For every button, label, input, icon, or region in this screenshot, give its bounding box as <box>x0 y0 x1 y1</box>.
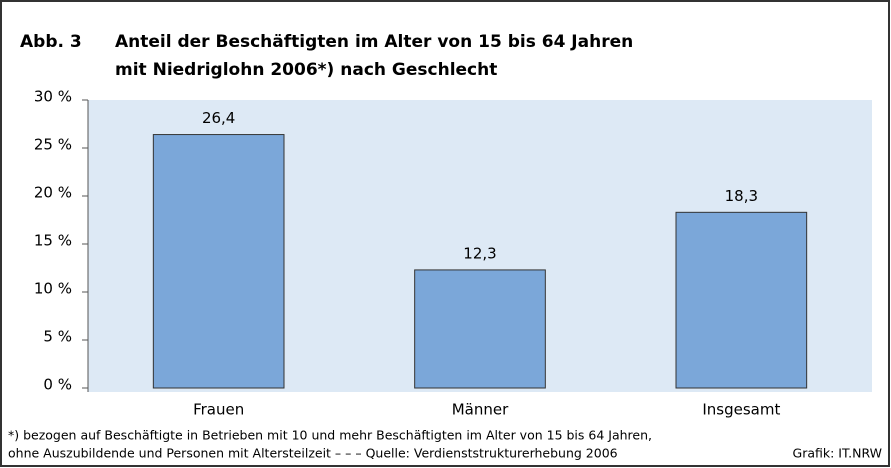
x-tick-label: Männer <box>452 401 509 419</box>
y-tick-label: 15 % <box>34 232 72 250</box>
bar <box>152 134 285 389</box>
y-tick-label: 20 % <box>34 184 72 202</box>
value-label: 26,4 <box>202 109 235 127</box>
y-tick-label: 30 % <box>34 88 72 106</box>
footnote: ohne Auszubildende und Personen mit Alte… <box>8 446 618 461</box>
value-label: 12,3 <box>463 244 496 262</box>
chart-title: mit Niedriglohn 2006*) nach Geschlecht <box>115 60 497 80</box>
x-tick-label: Insgesamt <box>702 401 780 419</box>
footnote: *) bezogen auf Beschäftigte in Betrieben… <box>8 428 652 443</box>
y-tick-label: 5 % <box>43 328 72 346</box>
value-label: 18,3 <box>725 187 758 205</box>
bar <box>414 269 546 389</box>
y-tick-label: 0 % <box>43 376 72 394</box>
figure-label: Abb. 3 <box>20 32 82 52</box>
y-tick-label: 10 % <box>34 280 72 298</box>
y-tick-label: 25 % <box>34 136 72 154</box>
bar <box>675 211 808 389</box>
x-tick-label: Frauen <box>193 401 244 419</box>
source: Grafik: IT.NRW <box>793 446 882 461</box>
chart-title: Anteil der Beschäftigten im Alter von 15… <box>115 32 633 52</box>
